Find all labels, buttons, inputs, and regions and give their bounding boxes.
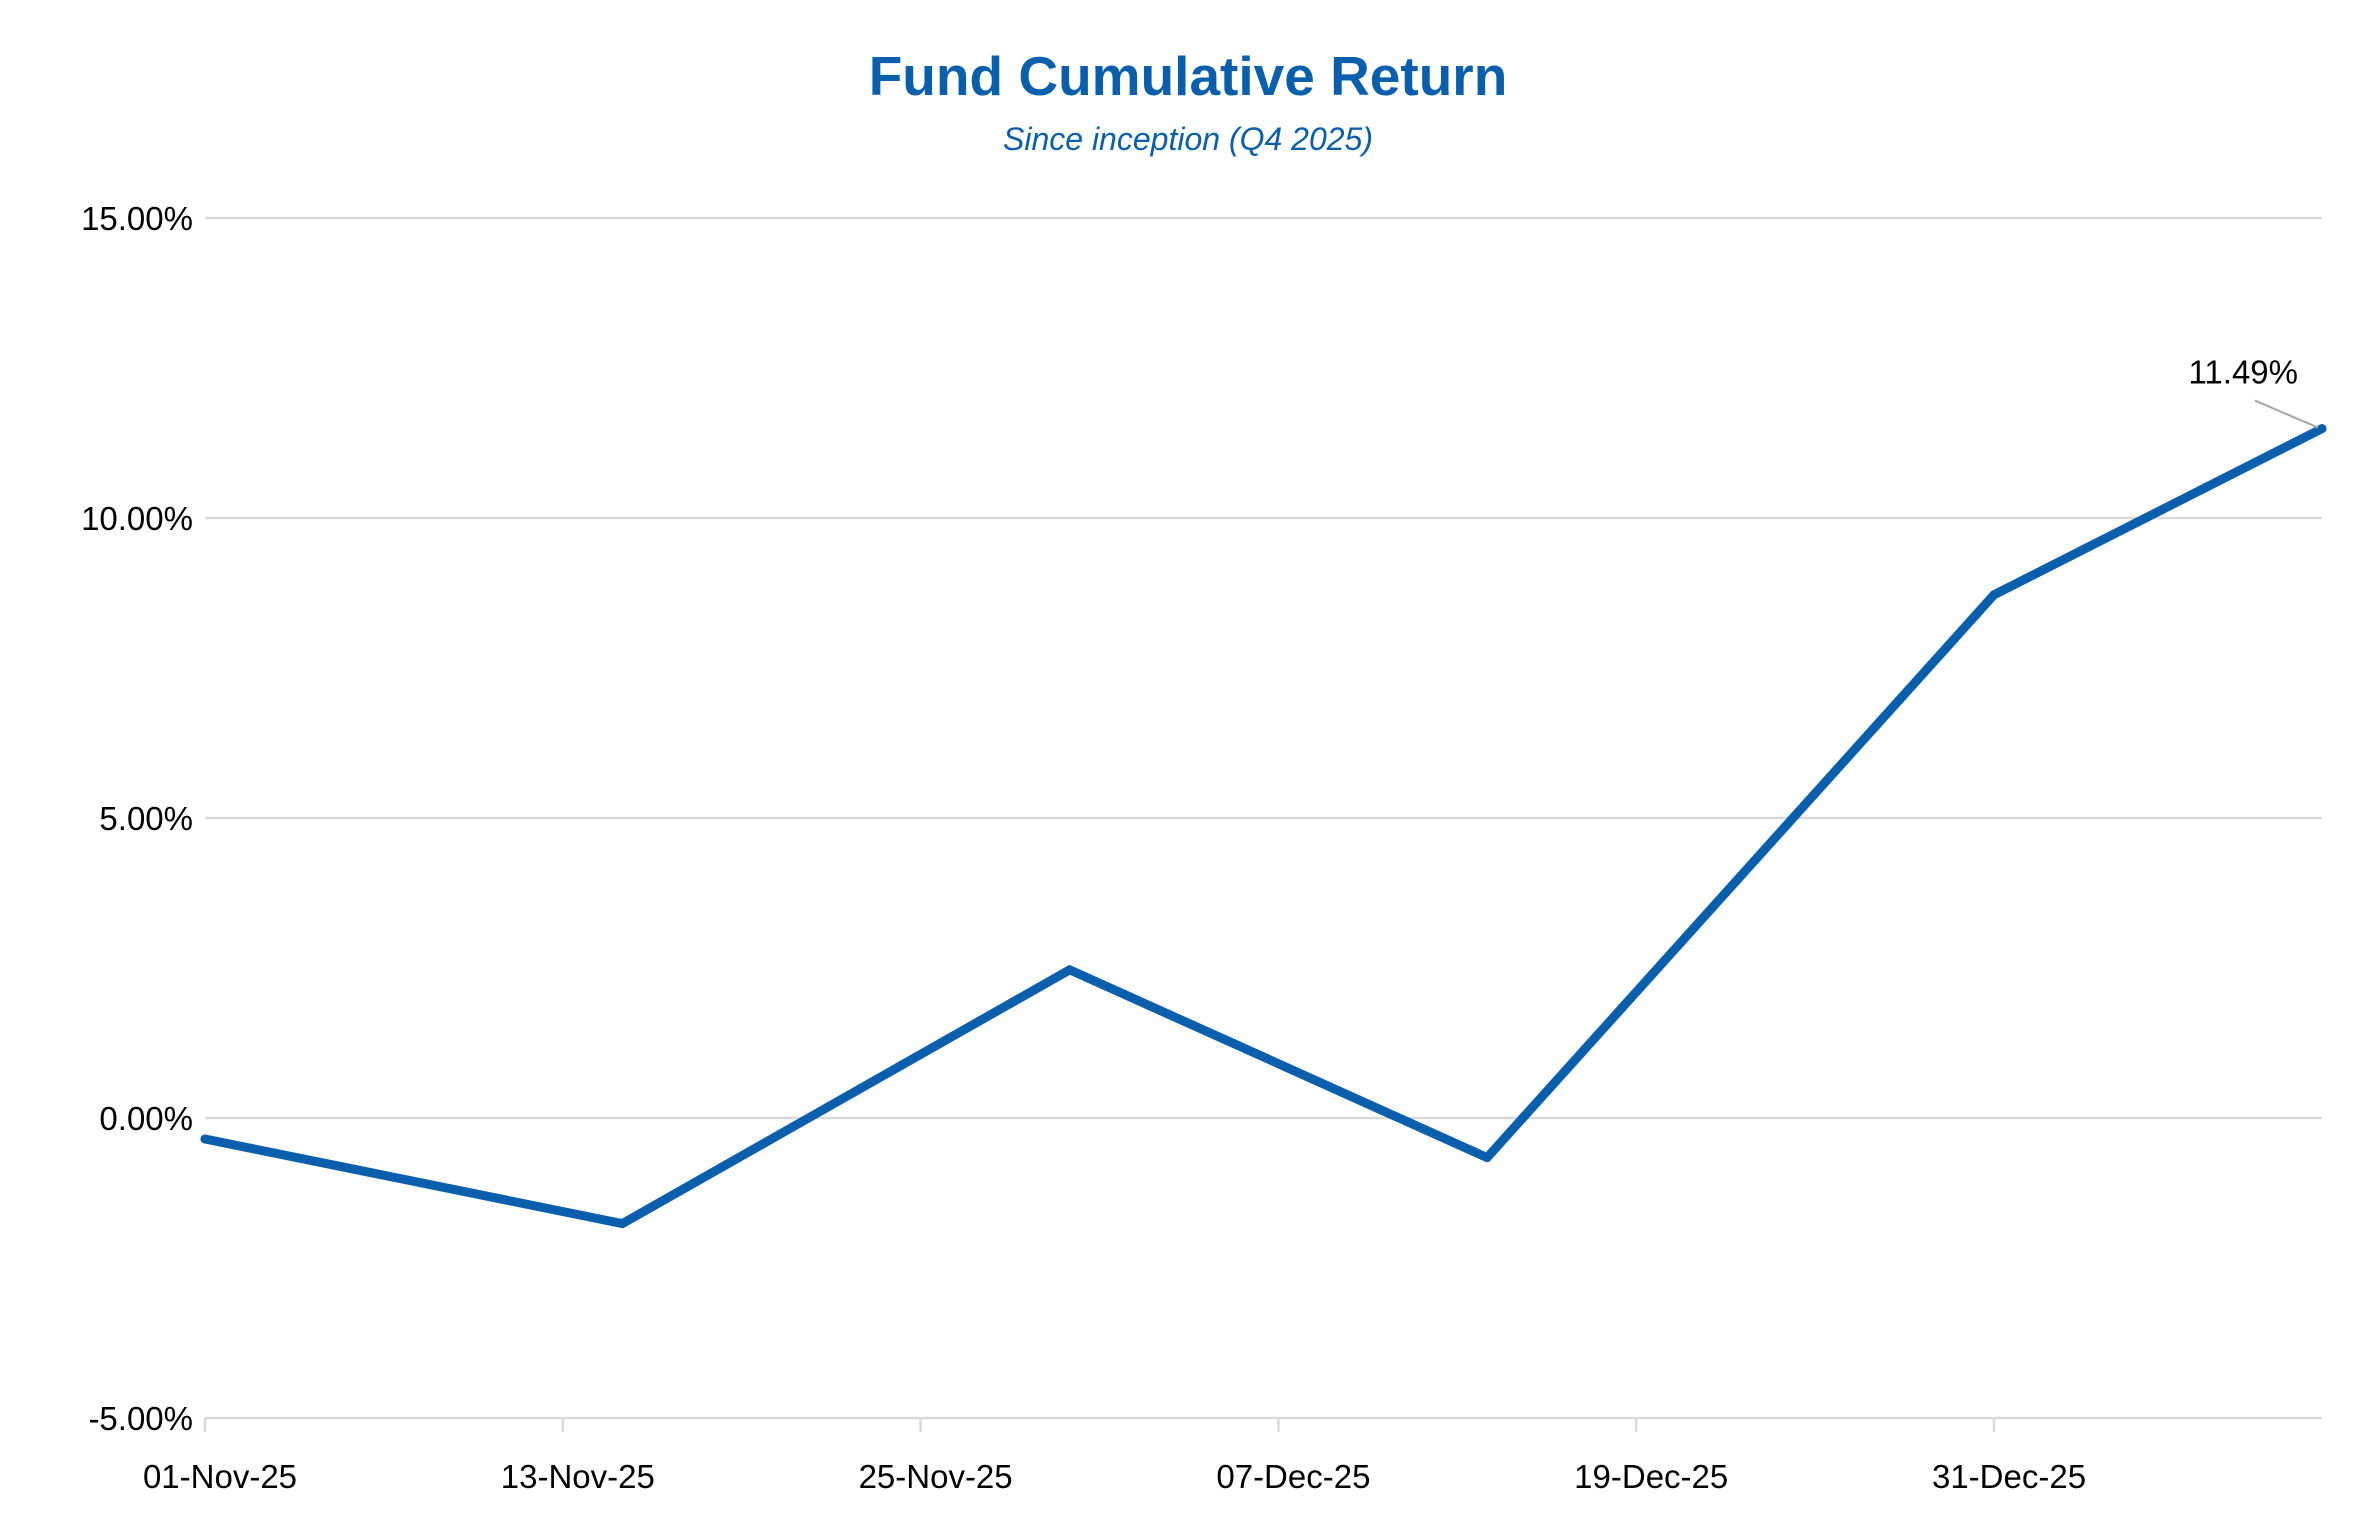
data-label: 11.49% [2189,354,2298,391]
chart-title: Fund Cumulative Return [869,45,1508,107]
x-tick-label: 01-Nov-25 [143,1458,297,1495]
x-tick-label: 07-Dec-25 [1216,1458,1370,1495]
y-tick-label: 0.00% [99,1100,193,1137]
x-axis [203,1416,2322,1432]
series-group [200,424,2327,1229]
x-tick-label: 19-Dec-25 [1574,1458,1728,1495]
data-point [1065,965,1075,975]
x-axis-tick-labels: 01-Nov-25 13-Nov-25 25-Nov-25 07-Dec-25 19-D… [143,1458,2086,1495]
y-tick-label: 5.00% [99,800,193,837]
x-tick-label: 31-Dec-25 [1932,1458,2086,1495]
y-tick-label: 15.00% [81,200,193,237]
y-axis-tick-labels: 15.00% 10.00% 5.00% 0.00% -5.00% [81,200,193,1437]
y-tick-label: -5.00% [88,1400,193,1437]
x-tick-label: 25-Nov-25 [859,1458,1013,1495]
gridlines [205,216,2322,1120]
data-point [2317,424,2327,434]
data-label-leader [2254,399,2319,429]
y-tick-label: 10.00% [81,500,193,537]
data-point [1482,1153,1492,1163]
chart-subtitle: Since inception (Q4 2025) [1003,121,1373,157]
data-point [200,1134,210,1144]
x-tick-label: 13-Nov-25 [501,1458,655,1495]
data-point [617,1219,627,1229]
series-line [200,424,2327,1229]
annotations: 11.49% [2189,354,2319,429]
data-point [1989,590,1999,600]
